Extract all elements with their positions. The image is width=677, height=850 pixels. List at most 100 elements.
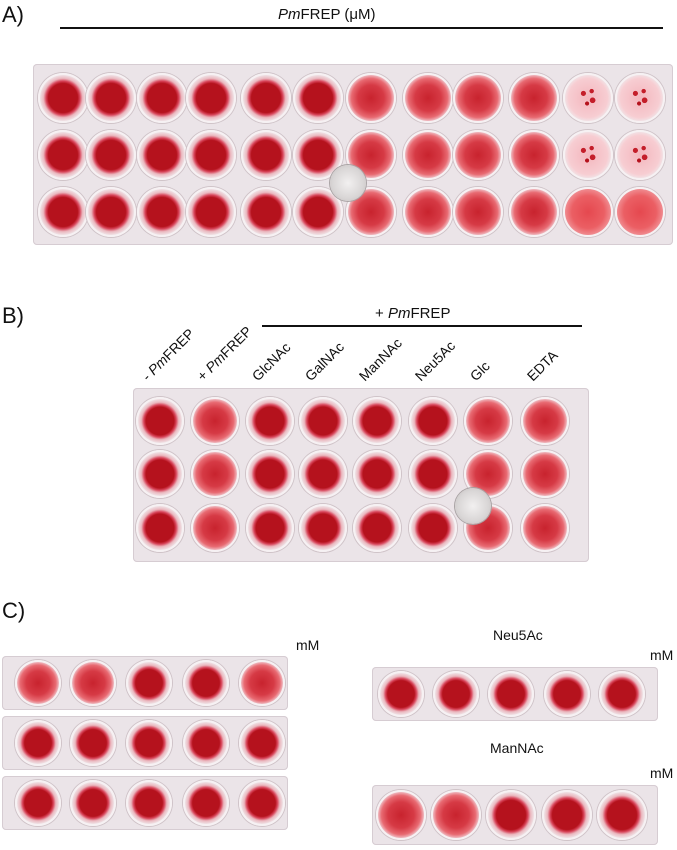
panel-b-col-name: FREP	[159, 325, 198, 364]
panel-a-well-pellet	[455, 132, 501, 178]
panel-a-well-pellet	[40, 189, 86, 235]
panel-a-well-pellet	[243, 75, 289, 121]
panel-a-well-pellet	[139, 189, 185, 235]
mannac-well-pellet	[488, 792, 534, 838]
panel-a-well-pellet	[139, 132, 185, 178]
mannac-well-pellet	[599, 792, 645, 838]
mannac-well-pellet	[433, 792, 479, 838]
panel-b-well-pellet	[355, 399, 399, 443]
panel-a-well-pellet	[139, 75, 185, 121]
mannac-well-pellet	[378, 792, 424, 838]
panel-a-well-pellet	[40, 75, 86, 121]
panel-a-well-pellet	[511, 75, 557, 121]
panel-b-well-pellet	[193, 452, 237, 496]
panel-c-left-well-pellet	[241, 782, 283, 824]
panel-b-well-pellet	[411, 452, 455, 496]
panel-c-left-well-pellet	[72, 782, 114, 824]
panel-a-well-pellet	[243, 132, 289, 178]
mannac-unit: mM	[650, 765, 674, 781]
panel-b-well-pellet	[355, 452, 399, 496]
panel-c-left-well-pellet	[241, 722, 283, 764]
panel-b-col-name: Glc	[466, 357, 493, 384]
plate-seal-b	[455, 488, 491, 524]
neu5ac-well-pellet	[435, 673, 477, 715]
panel-b-col-label: GlcNAc	[249, 339, 294, 384]
panel-b-well-pellet	[138, 506, 182, 550]
panel-b-col-label: Glc	[467, 358, 493, 384]
panel-b-well-pellet	[301, 399, 345, 443]
panel-b-header-prefix: +	[375, 305, 388, 322]
panel-c-left-well-pellet	[17, 722, 59, 764]
panel-a-well-pellet	[617, 189, 663, 235]
panel-c-left-well-pellet	[185, 722, 227, 764]
panel-b-well-pellet	[411, 399, 455, 443]
panel-a-well-pellet	[188, 132, 234, 178]
panel-b-letter: B)	[2, 303, 24, 328]
panel-b-well-pellet	[355, 506, 399, 550]
panel-b-well-pellet	[523, 399, 567, 443]
panel-b-col-label: Neu5Ac	[412, 337, 459, 384]
panel-b-well-pellet	[523, 506, 567, 550]
panel-a-title-rest: FREP (μM)	[300, 6, 376, 23]
panel-a-letter: A)	[2, 2, 24, 27]
panel-a-well-pellet	[455, 75, 501, 121]
plate-seal-a	[330, 165, 366, 201]
panel-a-well-pellet	[405, 132, 451, 178]
panel-a-well-pellet	[88, 189, 134, 235]
panel-c-left-well-pellet	[241, 662, 283, 704]
panel-b-well-pellet	[193, 506, 237, 550]
panel-b-col-name: Neu5Ac	[411, 337, 459, 384]
panel-b-col-name: EDTA	[523, 347, 561, 384]
panel-c-left-well-pellet	[128, 722, 170, 764]
panel-c-left-well-pellet	[72, 662, 114, 704]
panel-a-title: PmFREP (μM)	[278, 6, 376, 23]
panel-a-well-pellet	[455, 189, 501, 235]
panel-a-well-pellet	[617, 132, 663, 178]
panel-b-col-label: + PmFREP	[194, 323, 255, 384]
panel-a-well-pellet	[295, 189, 341, 235]
neu5ac-well-pellet	[546, 673, 588, 715]
panel-a-well-pellet	[565, 75, 611, 121]
panel-a-well-pellet	[188, 189, 234, 235]
panel-b-well-pellet	[248, 399, 292, 443]
mannac-well-pellet	[544, 792, 590, 838]
panel-a-well-pellet	[511, 132, 557, 178]
panel-a-well-pellet	[565, 189, 611, 235]
panel-a-well-pellet	[188, 75, 234, 121]
neu5ac-well-pellet	[380, 673, 422, 715]
panel-b-well-pellet	[193, 399, 237, 443]
neu5ac-well-pellet	[490, 673, 532, 715]
panel-a-well-pellet	[511, 189, 557, 235]
panel-b-col-label: GalNAc	[302, 339, 347, 384]
panel-c-left-well-pellet	[17, 662, 59, 704]
panel-c-left-well-pellet	[17, 782, 59, 824]
panel-b-col-name: FREP	[217, 322, 255, 361]
panel-b-col-name: GlcNAc	[248, 339, 294, 384]
panel-a-well-pellet	[348, 75, 394, 121]
neu5ac-well-pellet	[601, 673, 643, 715]
panel-a-title-italic: Pm	[278, 6, 301, 23]
panel-b-header: + PmFREP	[375, 305, 450, 322]
panel-a-well-pellet	[565, 132, 611, 178]
panel-a-rule	[60, 27, 663, 29]
panel-a-well-pellet	[88, 75, 134, 121]
panel-b-well-pellet	[301, 452, 345, 496]
panel-b-header-italic: Pm	[387, 305, 411, 322]
panel-b-col-label: - PmFREP	[139, 325, 198, 384]
panel-c-left-well-pellet	[128, 662, 170, 704]
panel-a-well-pellet	[405, 75, 451, 121]
panel-a-well-pellet	[295, 75, 341, 121]
panel-b-well-pellet	[411, 506, 455, 550]
panel-b-col-name: ManNAc	[355, 334, 405, 384]
panel-b-well-pellet	[138, 399, 182, 443]
panel-c-left-unit: mM	[296, 637, 320, 653]
neu5ac-unit: mM	[650, 647, 674, 663]
panel-b-well-pellet	[138, 452, 182, 496]
panel-b-rule	[262, 325, 582, 327]
panel-b-col-label: EDTA	[524, 347, 561, 384]
panel-a-well-pellet	[40, 132, 86, 178]
mannac-title: ManNAc	[490, 740, 544, 756]
panel-c-left-well-pellet	[185, 662, 227, 704]
panel-b-header-rest: FREP	[410, 305, 451, 322]
panel-b-col-name: GalNAc	[301, 338, 348, 384]
